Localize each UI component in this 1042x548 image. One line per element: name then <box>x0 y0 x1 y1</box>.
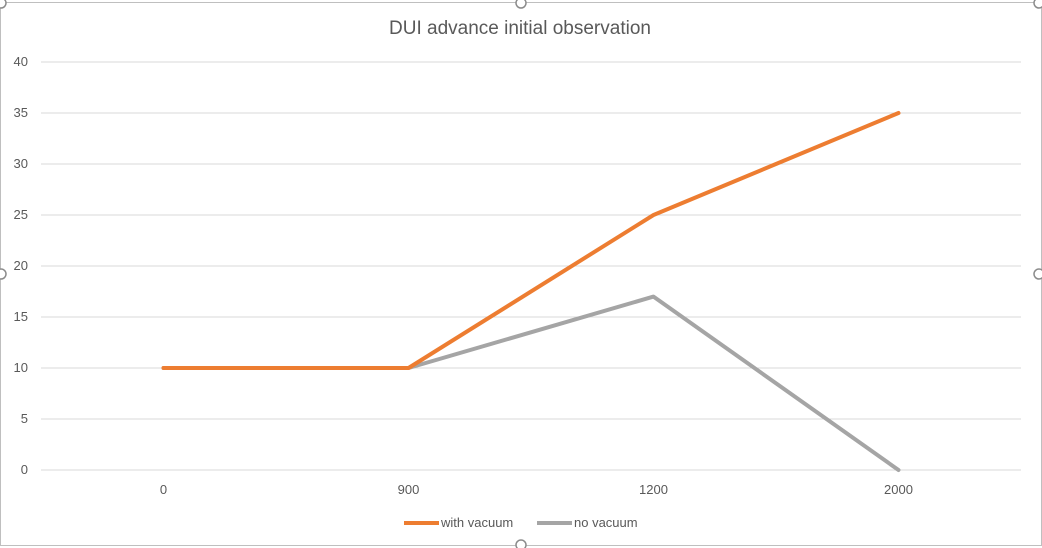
y-tick-label: 40 <box>14 54 28 69</box>
x-tick-label: 1200 <box>639 482 668 497</box>
x-tick-label: 2000 <box>884 482 913 497</box>
series-line-with-vacuum <box>161 111 901 370</box>
x-axis-ticks: 0 900 1200 2000 <box>160 482 913 497</box>
resize-handle[interactable] <box>1033 268 1042 280</box>
y-tick-label: 10 <box>14 360 28 375</box>
legend: with vacuum no vacuum <box>404 515 638 530</box>
y-tick-label: 35 <box>14 105 28 120</box>
resize-handle[interactable] <box>515 0 527 9</box>
resize-handle[interactable] <box>0 0 7 9</box>
y-tick-label: 15 <box>14 309 28 324</box>
y-tick-label: 30 <box>14 156 28 171</box>
y-tick-label: 0 <box>21 462 28 477</box>
legend-label: no vacuum <box>574 515 638 530</box>
x-tick-label: 0 <box>160 482 167 497</box>
resize-handle[interactable] <box>515 539 527 548</box>
series-line-no-vacuum <box>161 294 901 472</box>
legend-label: with vacuum <box>440 515 513 530</box>
y-tick-label: 5 <box>21 411 28 426</box>
y-tick-label: 25 <box>14 207 28 222</box>
resize-handle[interactable] <box>1033 0 1042 9</box>
series-lines <box>161 111 901 472</box>
x-tick-label: 900 <box>398 482 420 497</box>
chart-title: DUI advance initial observation <box>389 18 651 39</box>
resize-handle[interactable] <box>0 268 7 280</box>
y-axis-ticks: 0 5 10 15 20 25 30 35 40 <box>14 54 28 477</box>
y-tick-label: 20 <box>14 258 28 273</box>
